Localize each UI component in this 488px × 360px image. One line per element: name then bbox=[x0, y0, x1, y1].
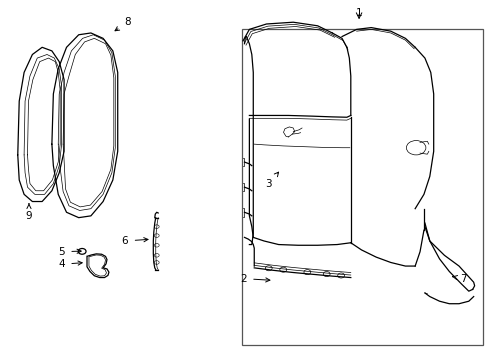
Text: 1: 1 bbox=[355, 8, 362, 18]
Text: 3: 3 bbox=[265, 172, 278, 189]
Text: 2: 2 bbox=[240, 274, 269, 284]
Text: 6: 6 bbox=[122, 236, 148, 246]
Text: 8: 8 bbox=[115, 17, 130, 31]
Text: 7: 7 bbox=[452, 274, 466, 284]
Text: 9: 9 bbox=[25, 204, 32, 221]
Text: 4: 4 bbox=[58, 259, 82, 269]
Text: 5: 5 bbox=[58, 247, 81, 257]
Bar bbox=[242, 30, 483, 345]
